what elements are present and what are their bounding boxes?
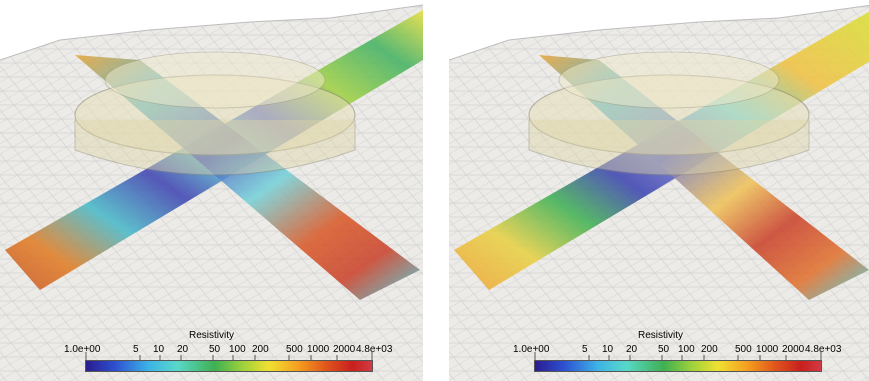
colorbar-tick-label: 1000 xyxy=(756,344,779,355)
colorbar-tick-label: 10 xyxy=(602,344,614,355)
colorbar-tick-label: 50 xyxy=(209,344,221,355)
colorbar-max-label: 4.8e+03 xyxy=(805,344,842,355)
colorbar-tick-labels: 1.0e+00 5 10 20 50 100 200 500 1000 2000… xyxy=(0,344,423,356)
right-3d-scene xyxy=(449,4,869,381)
colorbar-ticks xyxy=(85,352,373,360)
colorbar-tick-label: 20 xyxy=(626,344,638,355)
colorbar-min-label: 1.0e+00 xyxy=(64,344,101,355)
colorbar-tick-label: 20 xyxy=(177,344,189,355)
colorbar-tick-label: 50 xyxy=(658,344,670,355)
colorbar-max-label: 4.8e+03 xyxy=(356,344,393,355)
colorbar-tick-labels: 1.0e+00 5 10 20 50 100 200 500 1000 2000… xyxy=(449,344,869,356)
colorbar-tick-label: 5 xyxy=(582,344,588,355)
colorbar-title: Resistivity xyxy=(188,330,234,341)
colorbar-tick-label: 5 xyxy=(133,344,139,355)
colorbar-ticks xyxy=(534,352,822,360)
colorbar-tick-label: 500 xyxy=(735,344,752,355)
right-render-panel: Resistivity 1.0e+00 5 10 20 50 100 200 5… xyxy=(449,0,869,381)
colorbar xyxy=(534,360,822,372)
left-render-panel: Resistivity 1.0e+00 5 10 20 50 100 200 5… xyxy=(0,0,423,381)
colorbar-title: Resistivity xyxy=(637,330,683,341)
colorbar-tick-label: 500 xyxy=(286,344,303,355)
colorbar-tick-label: 1000 xyxy=(307,344,330,355)
colorbar-tick-label: 100 xyxy=(678,344,695,355)
colorbar-tick-label: 200 xyxy=(701,344,718,355)
colorbar-tick-label: 200 xyxy=(252,344,269,355)
left-3d-scene xyxy=(0,4,423,381)
colorbar-tick-label: 10 xyxy=(153,344,165,355)
colorbar-min-label: 1.0e+00 xyxy=(513,344,550,355)
colorbar-tick-label: 2000 xyxy=(782,344,805,355)
colorbar-tick-label: 100 xyxy=(229,344,246,355)
colorbar-tick-label: 2000 xyxy=(333,344,356,355)
colorbar xyxy=(85,360,373,372)
